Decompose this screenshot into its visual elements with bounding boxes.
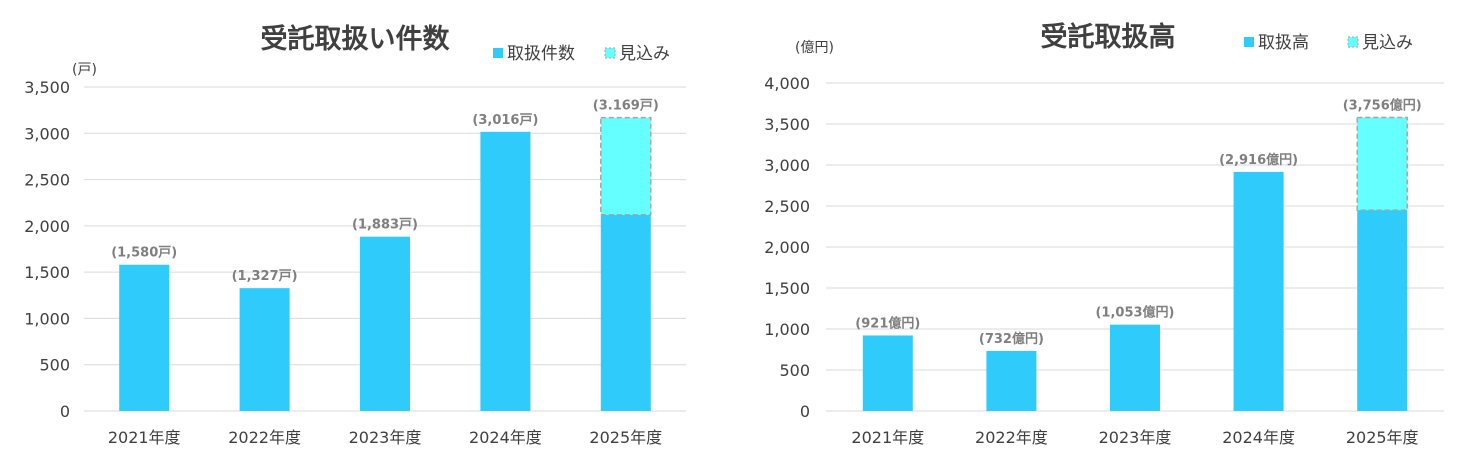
legend-swatch-actual — [493, 48, 503, 58]
data-label: (921億円) — [855, 315, 920, 331]
x-tick-label: 2021年度 — [851, 428, 924, 447]
y-tick-label: 3,500 — [764, 115, 810, 134]
x-tick-label: 2024年度 — [1222, 428, 1295, 447]
y-tick-label: 4,000 — [764, 74, 810, 93]
x-tick-label: 2025年度 — [589, 428, 662, 447]
x-tick-label: 2024年度 — [469, 428, 542, 447]
y-tick-label: 1,500 — [24, 263, 70, 282]
unit-label: (戸) — [72, 62, 97, 78]
x-tick-label: 2021年度 — [108, 428, 181, 447]
unit-label: (億円) — [795, 40, 834, 56]
chart-title: 受託取扱い件数 — [261, 23, 451, 55]
data-label: (3,016戸) — [472, 113, 538, 128]
bar-actual — [360, 236, 410, 411]
data-label: (3.169戸) — [593, 99, 659, 114]
data-label: (3,756億円) — [1343, 97, 1422, 113]
y-tick-label: 2,500 — [764, 197, 810, 216]
y-tick-label: 1,000 — [764, 320, 810, 339]
legend-label-forecast: 見込み — [1362, 33, 1413, 53]
legend-swatch-actual — [1244, 37, 1254, 47]
bar-actual — [119, 264, 170, 411]
y-tick-label: 3,000 — [24, 124, 70, 143]
bar-actual — [480, 131, 531, 411]
bar-forecast — [1356, 116, 1408, 211]
data-label: (1,883戸) — [352, 218, 418, 233]
data-label: (2,916億円) — [1219, 152, 1298, 168]
bar-actual — [862, 335, 913, 411]
bar-actual — [239, 288, 290, 411]
legend-swatch-forecast — [604, 47, 616, 59]
y-tick-label: 500 — [779, 361, 810, 380]
y-tick-label: 500 — [39, 356, 70, 375]
data-label: (1,327戸) — [232, 269, 298, 284]
y-tick-label: 0 — [800, 402, 810, 421]
data-label: (1,580戸) — [111, 246, 177, 261]
bar-actual — [986, 350, 1037, 411]
y-tick-label: 2,000 — [24, 217, 70, 236]
x-tick-label: 2023年度 — [1099, 428, 1172, 447]
legend-swatch-forecast — [1347, 36, 1359, 48]
chart-title: 受託取扱高 — [1041, 21, 1176, 53]
legend-label-forecast: 見込み — [619, 44, 670, 64]
bar-actual — [600, 214, 651, 411]
x-tick-label: 2025年度 — [1346, 428, 1419, 447]
x-tick-label: 2022年度 — [228, 428, 301, 447]
y-tick-label: 3,500 — [24, 78, 70, 97]
bar-forecast — [600, 116, 652, 216]
y-tick-label: 1,000 — [24, 309, 70, 328]
y-tick-label: 3,000 — [764, 156, 810, 175]
legend-label-actual: 取扱件数 — [507, 44, 575, 64]
data-label: (1,053億円) — [1095, 305, 1174, 321]
legend-label-actual: 取扱高 — [1258, 33, 1309, 53]
bar-actual — [1110, 324, 1160, 411]
y-tick-label: 2,000 — [764, 238, 810, 257]
x-tick-label: 2023年度 — [349, 428, 422, 447]
bar-actual — [1233, 171, 1284, 411]
bar-actual — [1357, 210, 1408, 411]
y-tick-label: 0 — [60, 402, 70, 421]
data-label: (732億円) — [979, 331, 1044, 347]
y-tick-label: 1,500 — [764, 279, 810, 298]
y-tick-label: 2,500 — [24, 171, 70, 190]
x-tick-label: 2022年度 — [975, 428, 1048, 447]
